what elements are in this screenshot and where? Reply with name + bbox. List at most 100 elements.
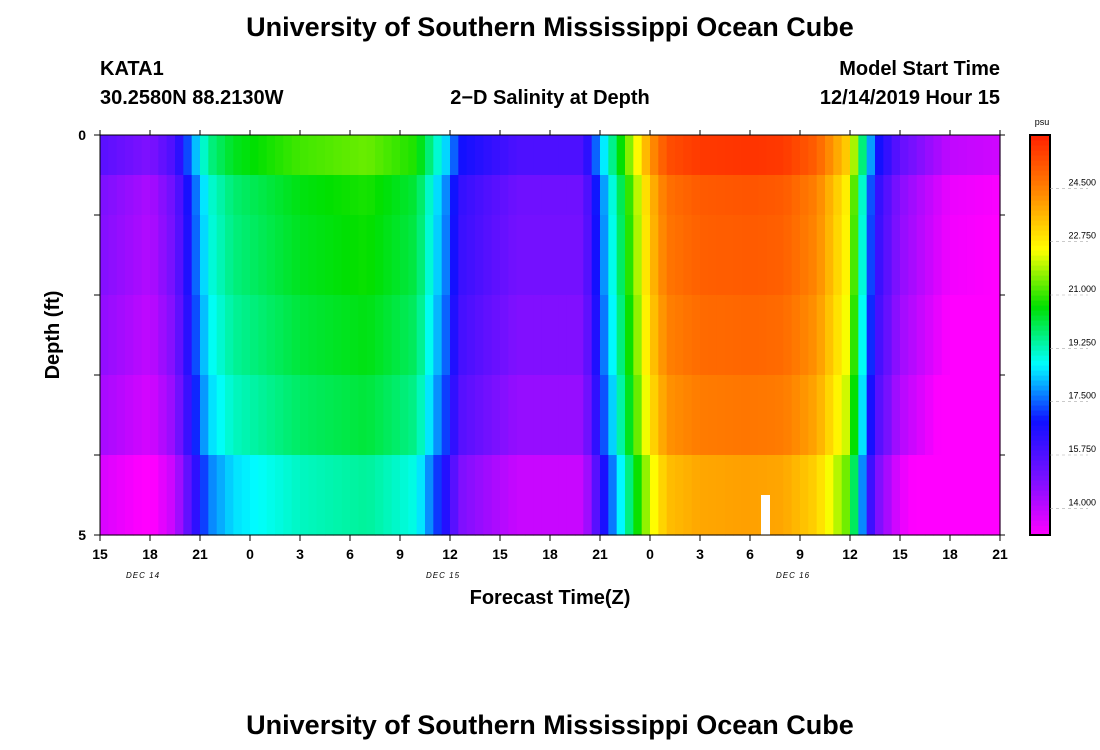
heatmap-cell (741, 175, 751, 216)
heatmap-cell (925, 135, 934, 176)
heatmap-cell (100, 295, 109, 376)
heatmap-cell (783, 455, 793, 536)
colorbar-segment (1030, 210, 1050, 216)
heatmap-cell (225, 455, 234, 536)
colorbar-segment (1030, 215, 1050, 221)
heatmap-cell (591, 175, 601, 216)
colorbar-segment (1030, 330, 1050, 336)
colorbar-segment (1030, 370, 1050, 376)
heatmap-cell (966, 175, 976, 216)
heatmap-cell (941, 455, 951, 536)
heatmap-cell (350, 455, 359, 536)
heatmap-cell (358, 455, 368, 536)
colorbar-segment (1030, 345, 1050, 351)
x-tick-label: 18 (542, 546, 558, 562)
heatmap-cell (191, 295, 201, 376)
heatmap-cell (883, 375, 893, 456)
heatmap-cell (333, 295, 343, 376)
heatmap-cell (516, 295, 526, 376)
heatmap-cell (525, 135, 534, 176)
heatmap-cell (833, 215, 843, 296)
heatmap-cell (883, 175, 893, 216)
heatmap-cell (175, 175, 184, 216)
heatmap-cell (283, 215, 293, 296)
heatmap-cell (300, 175, 309, 216)
heatmap-cell (308, 295, 318, 376)
heatmap-cell (800, 295, 809, 376)
heatmap-cell (641, 295, 651, 376)
heatmap-cell (508, 375, 518, 456)
heatmap-cell (775, 215, 784, 296)
heatmap-cell (325, 135, 334, 176)
heatmap-cell (575, 375, 584, 456)
heatmap-cell (691, 215, 701, 296)
colorbar-segment (1030, 430, 1050, 436)
colorbar-segment (1030, 480, 1050, 486)
heatmap-cell (366, 175, 376, 216)
heatmap-cell (725, 215, 734, 296)
heatmap-cell (433, 455, 443, 536)
heatmap-cell (608, 135, 618, 176)
colorbar-segment (1030, 460, 1050, 466)
heatmap-cell (333, 455, 343, 536)
heatmap-cell (200, 375, 209, 456)
heatmap-cell (566, 375, 576, 456)
heatmap-cell (550, 455, 559, 536)
colorbar-segment (1030, 395, 1050, 401)
heatmap-cell (800, 175, 809, 216)
heatmap-cell (158, 215, 168, 296)
colorbar-segment (1030, 290, 1050, 296)
x-tick-label: 0 (646, 546, 654, 562)
colorbar-segment (1030, 250, 1050, 256)
heatmap-cell (675, 455, 684, 536)
heatmap-cell (950, 135, 959, 176)
heatmap-cell (325, 295, 334, 376)
heatmap-cell (866, 375, 876, 456)
heatmap-cell (816, 455, 826, 536)
heatmap-cell (991, 375, 1001, 456)
heatmap-cell (441, 295, 451, 376)
heatmap-cell (566, 215, 576, 296)
heatmap-cell (183, 135, 193, 176)
heatmap-cell (466, 455, 476, 536)
heatmap-cell (600, 215, 609, 296)
heatmap-cell (800, 215, 809, 296)
heatmap-cell (425, 455, 434, 536)
colorbar-segment (1030, 520, 1050, 526)
heatmap-cell (991, 175, 1001, 216)
heatmap-cell (341, 295, 351, 376)
heatmap-cell (891, 455, 901, 536)
heatmap-cell (808, 175, 818, 216)
heatmap-cell (591, 135, 601, 176)
heatmap-cell (183, 295, 193, 376)
heatmap-cell (750, 375, 759, 456)
heatmap-cell (408, 175, 418, 216)
colorbar-segment (1030, 305, 1050, 311)
heatmap-cell (500, 455, 509, 536)
heatmap-cell (800, 375, 809, 456)
heatmap-cell (650, 375, 659, 456)
heatmap-cell (875, 375, 884, 456)
heatmap-cell (316, 455, 326, 536)
heatmap-cell (450, 375, 459, 456)
heatmap-cell (683, 175, 693, 216)
heatmap-cell (675, 295, 684, 376)
x-tick-label: 3 (296, 546, 304, 562)
heatmap-cell (275, 135, 284, 176)
colorbar-tick-label: 15.750 (1068, 444, 1096, 454)
heatmap-cell (700, 295, 709, 376)
heatmap-cell (433, 295, 443, 376)
heatmap-cell (866, 295, 876, 376)
heatmap-cell (350, 175, 359, 216)
heatmap-cell (350, 135, 359, 176)
heatmap-cell (800, 455, 809, 536)
heatmap-cell (275, 375, 284, 456)
heatmap-cell (650, 215, 659, 296)
heatmap-cell (833, 455, 843, 536)
heatmap-cell (216, 215, 226, 296)
heatmap-cell (925, 215, 934, 296)
heatmap-cell (516, 215, 526, 296)
heatmap-cell (633, 215, 643, 296)
heatmap-cell (783, 215, 793, 296)
heatmap-cell (866, 135, 876, 176)
